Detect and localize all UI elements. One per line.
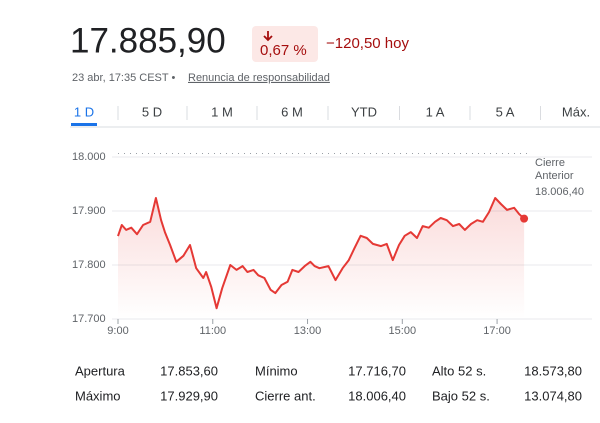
- timestamp: 23 abr, 17:35 CEST •: [72, 72, 175, 84]
- y-tick-label: 17.900: [72, 205, 106, 217]
- x-tick-label: 9:00: [107, 325, 128, 337]
- range-tab[interactable]: 1 D: [74, 104, 94, 119]
- stat-label: Bajo 52 s.: [432, 388, 490, 403]
- x-tick-label: 15:00: [389, 325, 417, 337]
- stat-value: 18.573,80: [524, 363, 582, 378]
- stat-value: 17.929,90: [160, 388, 218, 403]
- previous-close-value: 18.006,40: [535, 186, 584, 198]
- down-arrow: [263, 31, 273, 42]
- range-tab[interactable]: Máx.: [562, 104, 590, 119]
- y-tick-label: 18.000: [72, 151, 106, 163]
- price: 17.885,90: [70, 21, 226, 60]
- tab-indicator: [71, 123, 97, 126]
- stat-label: Máximo: [75, 388, 121, 403]
- y-tick-label: 17.700: [72, 313, 106, 325]
- last-point: [520, 214, 529, 223]
- stat-label: Alto 52 s.: [432, 363, 486, 378]
- x-tick-label: 11:00: [199, 325, 226, 337]
- price-line: [117, 197, 525, 310]
- range-tab[interactable]: 5 D: [142, 104, 162, 119]
- x-tick-label: 13:00: [294, 325, 322, 337]
- range-tab[interactable]: 5 A: [496, 104, 515, 119]
- range-tab[interactable]: 1 A: [426, 104, 445, 119]
- previous-close-title: Cierre: [535, 157, 565, 169]
- stat-label: Mínimo: [255, 363, 298, 378]
- range-tab[interactable]: YTD: [351, 104, 377, 119]
- range-tab[interactable]: 6 M: [281, 104, 303, 119]
- y-tick-label: 17.800: [72, 259, 106, 271]
- range-tab[interactable]: 1 M: [211, 104, 233, 119]
- stat-value: 17.716,70: [348, 363, 406, 378]
- stat-value: 17.853,60: [160, 363, 218, 378]
- stat-value: 18.006,40: [348, 388, 406, 403]
- stat-value: 13.074,80: [524, 388, 582, 403]
- previous-close-title: Anterior: [535, 170, 574, 182]
- disclaimer-link[interactable]: Renuncia de responsabilidad: [188, 72, 330, 84]
- stat-label: Apertura: [75, 363, 126, 378]
- x-tick-label: 17:00: [483, 325, 511, 337]
- stat-label: Cierre ant.: [255, 388, 316, 403]
- change-percent: 0,67 %: [260, 42, 307, 59]
- change-abs: −120,50 hoy: [326, 35, 409, 52]
